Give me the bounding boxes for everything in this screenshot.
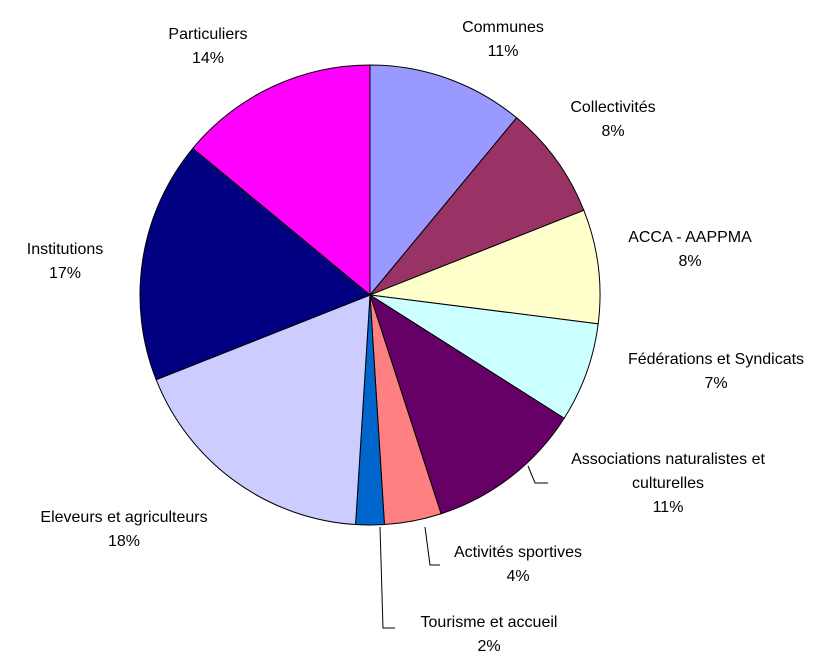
value-label: 11% [652, 499, 684, 516]
value-label: 11% [487, 43, 519, 60]
pie-slice [369, 117, 585, 296]
category-name: Collectivités [570, 99, 656, 116]
value-label: 7% [704, 375, 728, 392]
category-name: Institutions [26, 241, 104, 258]
slice-label: Associations naturalistes et culturelles… [561, 448, 776, 520]
leader-line [379, 526, 395, 629]
category-name: Fédérations et Syndicats [627, 351, 805, 368]
pie-slice [369, 209, 601, 325]
pie-slice [369, 64, 518, 297]
value-label: 2% [477, 638, 501, 655]
slice-label: Fédérations et Syndicats 7% [566, 348, 836, 396]
value-label: 8% [601, 123, 625, 140]
value-label: 8% [678, 253, 702, 270]
slice-label: Tourisme et accueil 2% [339, 611, 639, 657]
category-name: Associations naturalistes et culturelles [571, 451, 765, 492]
value-label: 17% [48, 265, 82, 282]
category-name: ACCA - AAPPMA [628, 229, 752, 246]
category-name: Eleveurs et agriculteurs [40, 509, 208, 526]
slice-label: ACCA - AAPPMA 8% [540, 226, 836, 274]
pie-slice [139, 147, 371, 381]
pie-slice [192, 64, 371, 297]
value-label: 18% [107, 533, 141, 550]
pie-slice [369, 294, 599, 419]
pie-slice [369, 293, 565, 515]
slice-label: Institutions 17% [0, 238, 215, 286]
slice-label: Collectivités 8% [463, 96, 763, 144]
leader-line [424, 526, 440, 566]
category-name: Communes [462, 19, 544, 36]
slice-label: Communes 11% [353, 16, 653, 64]
slice-label: Particuliers 14% [58, 23, 358, 71]
leader-line [527, 465, 548, 484]
value-label: 4% [506, 568, 530, 585]
category-name: Particuliers [168, 26, 248, 43]
slice-label: Eleveurs et agriculteurs 18% [0, 506, 274, 554]
value-label: 14% [191, 50, 225, 67]
pie-slice [155, 294, 371, 526]
category-name: Tourisme et accueil [420, 614, 558, 631]
category-name: Activités sportives [453, 544, 583, 561]
slice-label: Activités sportives 4% [368, 541, 668, 589]
